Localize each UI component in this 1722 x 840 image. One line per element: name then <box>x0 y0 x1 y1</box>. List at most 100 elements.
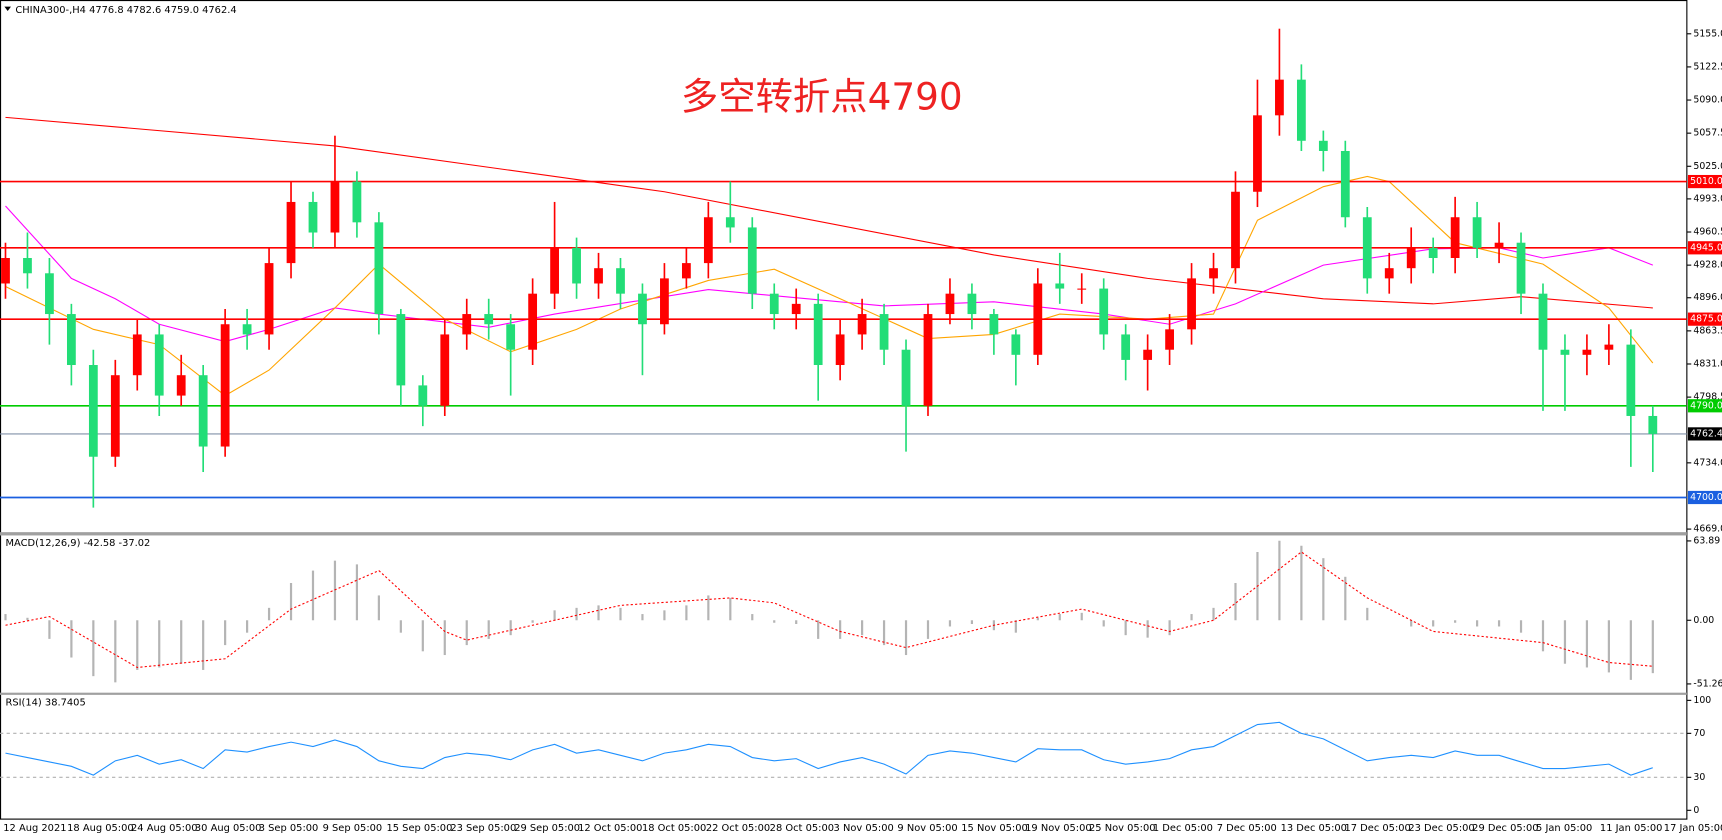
y-tick-label: 4993.0 <box>1693 193 1722 204</box>
x-tick-label: 9 Nov 05:00 <box>897 823 957 834</box>
candle-body <box>791 303 801 315</box>
candle-body <box>1055 283 1065 289</box>
candle-body <box>1318 140 1328 151</box>
x-tick-label: 9 Sep 05:00 <box>323 823 383 834</box>
candle-body <box>66 314 76 366</box>
candle-body <box>1516 242 1526 294</box>
level-tag <box>1687 399 1722 413</box>
x-tick-label: 18 Aug 05:00 <box>67 823 134 834</box>
candle-body <box>703 217 713 264</box>
x-tick-label: 15 Nov 05:00 <box>961 823 1028 834</box>
level-tag <box>1687 312 1722 326</box>
candle-body <box>352 181 362 223</box>
candle-body <box>1143 349 1153 360</box>
candle-body <box>528 293 538 350</box>
candle-body <box>418 385 428 406</box>
candle-body <box>45 273 54 315</box>
candle-body <box>681 263 691 279</box>
y-tick-label: 4669.0 <box>1693 524 1722 535</box>
candle-body <box>330 181 340 233</box>
x-tick-label: 29 Sep 05:00 <box>514 823 580 834</box>
x-tick-label: 25 Nov 05:00 <box>1089 823 1156 834</box>
level-tag-label: 5010.0 <box>1690 176 1722 187</box>
level-tag-label: 4700.0 <box>1690 492 1722 503</box>
level-tag <box>1687 490 1722 505</box>
level-tag-label: 4762.4 <box>1690 428 1722 439</box>
candle-body <box>1560 349 1570 355</box>
candle-body <box>747 227 757 294</box>
y-tick-label: 5057.5 <box>1693 128 1722 139</box>
candle-body <box>923 314 933 406</box>
panel-title: RSI(14) 38.7405 <box>5 698 85 709</box>
candle-body <box>484 314 494 325</box>
candle-body <box>1362 217 1372 279</box>
x-tick-label: 13 Dec 05:00 <box>1281 823 1347 834</box>
candle-body <box>638 293 647 325</box>
x-tick-label: 15 Sep 05:00 <box>386 823 452 834</box>
candle-body <box>550 247 559 294</box>
candle-body <box>1538 293 1548 350</box>
x-tick-label: 29 Dec 05:00 <box>1472 823 1538 834</box>
candle-body <box>1077 288 1087 290</box>
y-tick-label: 0.00 <box>1693 615 1714 626</box>
y-tick-label: 4960.5 <box>1693 227 1722 238</box>
candle-body <box>769 293 779 315</box>
level-tag <box>1687 241 1722 255</box>
candle-body <box>242 324 252 335</box>
candle-body <box>1384 268 1394 279</box>
y-tick-label: 4928.0 <box>1693 260 1722 271</box>
y-tick-label: 0 <box>1693 805 1699 816</box>
candle-body <box>1406 247 1416 269</box>
y-tick-label: -51.26 <box>1693 678 1722 689</box>
candle-body <box>945 293 955 315</box>
candle-body <box>308 201 318 233</box>
candle-body <box>176 375 186 396</box>
x-tick-label: 1 Dec 05:00 <box>1153 823 1213 834</box>
candle-body <box>813 303 823 366</box>
candle-body <box>660 278 669 325</box>
candle-body <box>1296 79 1306 141</box>
y-tick-label: 5025.0 <box>1693 161 1722 172</box>
macd-signal <box>5 551 1653 669</box>
candle-body <box>1121 334 1131 360</box>
x-tick-label: 5 Jan 05:00 <box>1536 823 1592 834</box>
candle-body <box>1340 150 1350 218</box>
candle-body <box>989 314 999 335</box>
candle-body <box>1648 415 1658 434</box>
candle-body <box>132 334 142 376</box>
candle-body <box>1472 217 1482 248</box>
panel-title: MACD(12,26,9) -42.58 -37.02 <box>5 538 150 549</box>
x-tick-label: 23 Sep 05:00 <box>450 823 516 834</box>
panel-separator <box>0 692 1687 695</box>
candle-body <box>1494 242 1504 248</box>
candle-body <box>1626 344 1636 416</box>
y-tick-label: 5155.0 <box>1693 28 1722 39</box>
x-tick-label: 12 Oct 05:00 <box>578 823 642 834</box>
y-tick-label: 4896.0 <box>1693 292 1722 303</box>
candle-body <box>857 314 867 335</box>
candle-body <box>23 258 32 274</box>
candle-body <box>594 268 603 284</box>
candle-body <box>967 293 977 315</box>
candle-body <box>725 217 735 228</box>
candle-body <box>220 324 230 447</box>
level-tag-label: 4875.0 <box>1690 314 1722 325</box>
y-tick-label: 4831.0 <box>1693 358 1722 369</box>
rsi-line <box>5 721 1653 776</box>
x-tick-label: 7 Dec 05:00 <box>1217 823 1277 834</box>
candle-body <box>1450 217 1460 259</box>
y-tick-label: 4863.5 <box>1693 325 1722 336</box>
candle-body <box>88 365 98 457</box>
y-tick-label: 70 <box>1693 728 1705 739</box>
level-tag <box>1687 174 1722 189</box>
x-tick-label: 22 Oct 05:00 <box>706 823 770 834</box>
x-tick-label: 3 Nov 05:00 <box>834 823 894 834</box>
x-tick-label: 12 Aug 2021 <box>3 823 66 834</box>
candle-body <box>1275 79 1284 116</box>
candle-body <box>110 375 120 457</box>
x-tick-label: 23 Dec 05:00 <box>1408 823 1474 834</box>
candle-body <box>154 334 164 396</box>
